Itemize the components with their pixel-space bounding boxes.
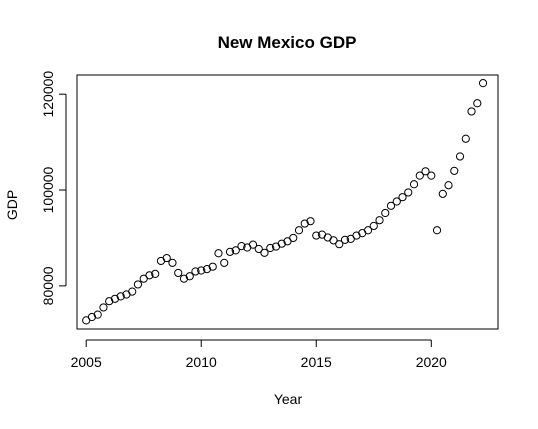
data-point [151,269,160,278]
data-point [179,274,189,283]
data-point [409,180,419,189]
data-point [352,231,361,240]
data-point [105,297,114,306]
data-point [168,258,177,267]
data-point [467,107,476,116]
chart-title: New Mexico GDP [218,33,357,52]
data-point [220,258,229,267]
y-tick-label: 100000 [40,166,56,213]
data-point [197,266,206,275]
data-point [306,217,315,226]
data-point [478,79,488,88]
data-point [128,287,137,296]
y-axis: 80000 100000 120000 [40,71,67,305]
x-tick-label: 2005 [71,354,102,370]
data-point [277,239,286,248]
x-axis: 2005 2010 2015 2020 [71,339,447,370]
data-point [312,231,321,240]
y-tick-label: 80000 [40,266,56,305]
data-point [202,264,212,274]
data-point [266,243,275,253]
data-point [289,233,298,243]
x-tick-label: 2010 [186,354,217,370]
data-point [162,253,171,263]
data-point [231,246,240,255]
data-point [473,99,482,108]
data-point [110,294,120,303]
data-point [93,310,102,319]
data-point [381,208,390,218]
data-point [133,280,143,289]
x-axis-label: Year [274,391,303,407]
y-axis-label: GDP [4,190,20,220]
x-tick-label: 2015 [301,354,332,370]
data-point [461,134,470,143]
y-tick-label: 120000 [40,71,56,118]
data-point [329,236,338,245]
data-point [363,226,373,235]
data-point [404,188,413,197]
data-point [432,226,442,235]
data-point [294,226,304,235]
data-point [392,197,401,206]
data-point [214,249,223,258]
x-tick-label: 2020 [416,354,447,370]
data-point [99,303,108,312]
data-point [145,271,154,280]
data-point [237,241,246,251]
data-point [415,171,424,180]
data-point [427,171,436,180]
data-point [185,272,194,281]
data-point [455,152,465,161]
data-point [116,292,125,301]
data-point [421,167,430,176]
data-point [174,268,183,278]
data-point [335,240,344,249]
data-point [450,166,459,175]
data-point [248,240,258,249]
data-point [386,201,396,210]
data-point [444,181,453,190]
data-point [260,248,269,257]
data-point [398,193,407,202]
data-point [369,221,378,231]
data-point [438,189,447,198]
data-point [254,244,263,254]
data-point [87,312,97,322]
data-point [340,235,350,244]
data-point [300,219,309,228]
data-point [208,262,217,271]
plot-frame [76,74,499,330]
data-points [82,79,488,325]
data-point [191,267,200,276]
data-point [375,216,384,225]
data-point [225,247,235,256]
